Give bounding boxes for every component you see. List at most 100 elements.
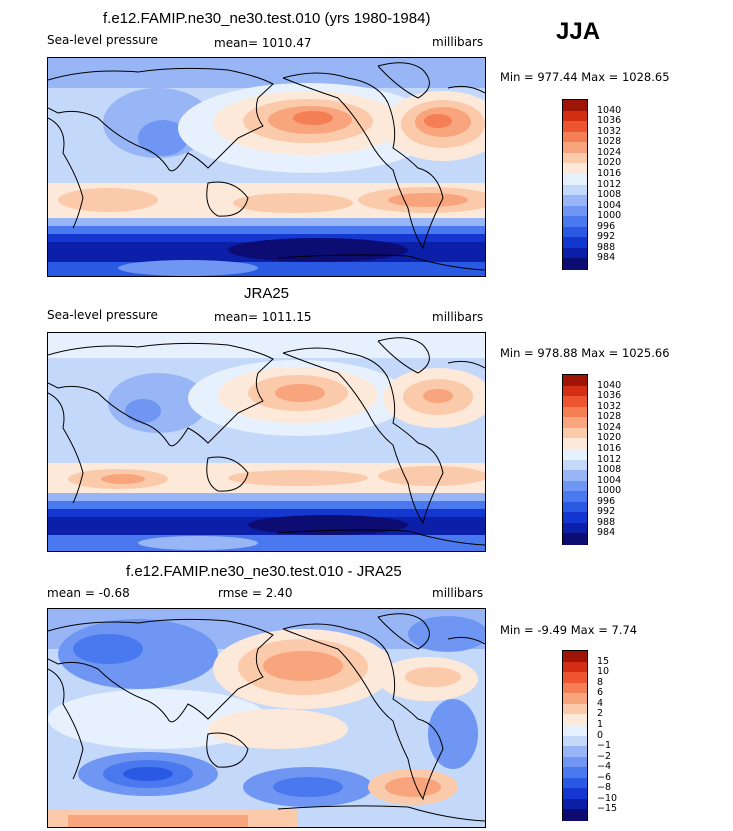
colorbar-tick-label: 988 xyxy=(597,241,616,253)
colorbar-swatch xyxy=(563,746,587,758)
colorbar-swatch xyxy=(563,237,587,249)
colorbar-swatch xyxy=(563,396,587,408)
colorbar-swatch xyxy=(563,682,587,694)
colorbar-swatch xyxy=(563,767,587,779)
colorbar-tick-label: −15 xyxy=(597,803,618,815)
panel1-mean-label: mean= 1010.47 xyxy=(214,36,312,50)
colorbar-tick-label: 1036 xyxy=(597,390,622,402)
panel1-minmax-label: Min = 977.44 Max = 1028.65 xyxy=(500,70,670,84)
panel2-minmax-label: Min = 978.88 Max = 1025.66 xyxy=(500,346,670,360)
colorbar-swatch xyxy=(563,809,587,821)
panel1-units-label: millibars xyxy=(432,35,484,49)
panel2-variable-label: Sea-level pressure xyxy=(47,308,158,322)
colorbar-tick-label: 1032 xyxy=(597,125,622,137)
colorbar-swatch xyxy=(563,459,587,471)
colorbar-tick-label: 996 xyxy=(597,495,616,507)
colorbar-swatch xyxy=(563,788,587,800)
colorbar-swatch xyxy=(563,142,587,154)
panel3-map xyxy=(47,608,486,828)
colorbar-tick-label: 4 xyxy=(597,697,604,709)
colorbar-tick-label: 1 xyxy=(597,718,604,730)
colorbar-swatch xyxy=(563,714,587,726)
colorbar-swatch xyxy=(563,735,587,747)
panel1-variable-label: Sea-level pressure xyxy=(47,33,158,47)
colorbar-swatch xyxy=(563,216,587,228)
colorbar-tick-label: −1 xyxy=(597,740,612,752)
panel1-map xyxy=(47,57,486,277)
colorbar-tick-label: 988 xyxy=(597,516,616,528)
panel2-title: JRA25 xyxy=(244,285,290,302)
colorbar-swatch xyxy=(563,247,587,259)
colorbar-swatch xyxy=(563,121,587,133)
colorbar-tick-label: 1008 xyxy=(597,189,622,201)
colorbar-swatch xyxy=(563,798,587,810)
panel3-minmax-label: Min = -9.49 Max = 7.74 xyxy=(500,623,638,637)
colorbar-tick-label: 1016 xyxy=(597,167,622,179)
season-label: JJA xyxy=(556,18,601,45)
colorbar-swatch xyxy=(563,533,587,545)
panel3-rmse-label: rmse = 2.40 xyxy=(218,586,293,600)
colorbar-tick-label: 1024 xyxy=(597,146,622,158)
colorbar-swatch xyxy=(563,205,587,217)
colorbar-tick-label: −4 xyxy=(597,761,612,773)
colorbar-tick-label: 1036 xyxy=(597,115,622,127)
colorbar-swatch xyxy=(563,522,587,534)
panel2-map xyxy=(47,332,486,552)
colorbar-tick-label: −8 xyxy=(597,782,612,794)
colorbar-tick-label: −10 xyxy=(597,792,618,804)
panel2-colorbar xyxy=(562,374,588,545)
colorbar-tick-label: 1020 xyxy=(597,432,622,444)
colorbar-swatch xyxy=(563,173,587,185)
colorbar-swatch xyxy=(563,480,587,492)
colorbar-swatch xyxy=(563,184,587,196)
colorbar-tick-label: 992 xyxy=(597,231,616,243)
colorbar-tick-label: 1028 xyxy=(597,136,622,148)
panel3-units-label: millibars xyxy=(432,586,484,600)
colorbar-swatch xyxy=(563,703,587,715)
colorbar-tick-label: 984 xyxy=(597,252,616,264)
colorbar-swatch xyxy=(563,756,587,768)
colorbar-tick-label: 1012 xyxy=(597,178,622,190)
colorbar-swatch xyxy=(563,438,587,450)
colorbar-swatch xyxy=(563,152,587,164)
colorbar-tick-label: 1012 xyxy=(597,453,622,465)
colorbar-tick-label: 1016 xyxy=(597,442,622,454)
colorbar-tick-label: 992 xyxy=(597,506,616,518)
colorbar-swatch xyxy=(563,448,587,460)
colorbar-tick-label: 1000 xyxy=(597,485,622,497)
colorbar-swatch xyxy=(563,195,587,207)
colorbar-tick-label: 1000 xyxy=(597,210,622,222)
colorbar-tick-label: −6 xyxy=(597,771,612,783)
colorbar-swatch xyxy=(563,406,587,418)
colorbar-tick-label: 1040 xyxy=(597,104,622,116)
colorbar-tick-label: 1024 xyxy=(597,421,622,433)
panel2-units-label: millibars xyxy=(432,310,484,324)
colorbar-tick-label: −2 xyxy=(597,750,612,762)
colorbar-swatch xyxy=(563,131,587,143)
colorbar-tick-label: 1004 xyxy=(597,199,622,211)
colorbar-tick-label: 984 xyxy=(597,527,616,539)
colorbar-swatch xyxy=(563,501,587,513)
colorbar-tick-label: 1008 xyxy=(597,464,622,476)
panel3-mean-label: mean = -0.68 xyxy=(47,586,130,600)
colorbar-swatch xyxy=(563,385,587,397)
colorbar-swatch xyxy=(563,110,587,122)
colorbar-swatch xyxy=(563,417,587,429)
colorbar-swatch xyxy=(563,651,587,663)
colorbar-tick-label: 1032 xyxy=(597,400,622,412)
colorbar-tick-label: 10 xyxy=(597,666,610,678)
panel3-title: f.e12.FAMIP.ne30_ne30.test.010 - JRA25 xyxy=(126,563,402,580)
colorbar-swatch xyxy=(563,427,587,439)
colorbar-swatch xyxy=(563,724,587,736)
colorbar-swatch xyxy=(563,470,587,482)
colorbar-swatch xyxy=(563,672,587,684)
colorbar-tick-label: 1028 xyxy=(597,411,622,423)
colorbar-swatch xyxy=(563,375,587,387)
colorbar-tick-label: 2 xyxy=(597,708,604,720)
colorbar-swatch xyxy=(563,491,587,503)
colorbar-tick-label: 6 xyxy=(597,687,604,699)
colorbar-tick-label: 1004 xyxy=(597,474,622,486)
colorbar-swatch xyxy=(563,100,587,112)
colorbar-swatch xyxy=(563,661,587,673)
colorbar-swatch xyxy=(563,693,587,705)
